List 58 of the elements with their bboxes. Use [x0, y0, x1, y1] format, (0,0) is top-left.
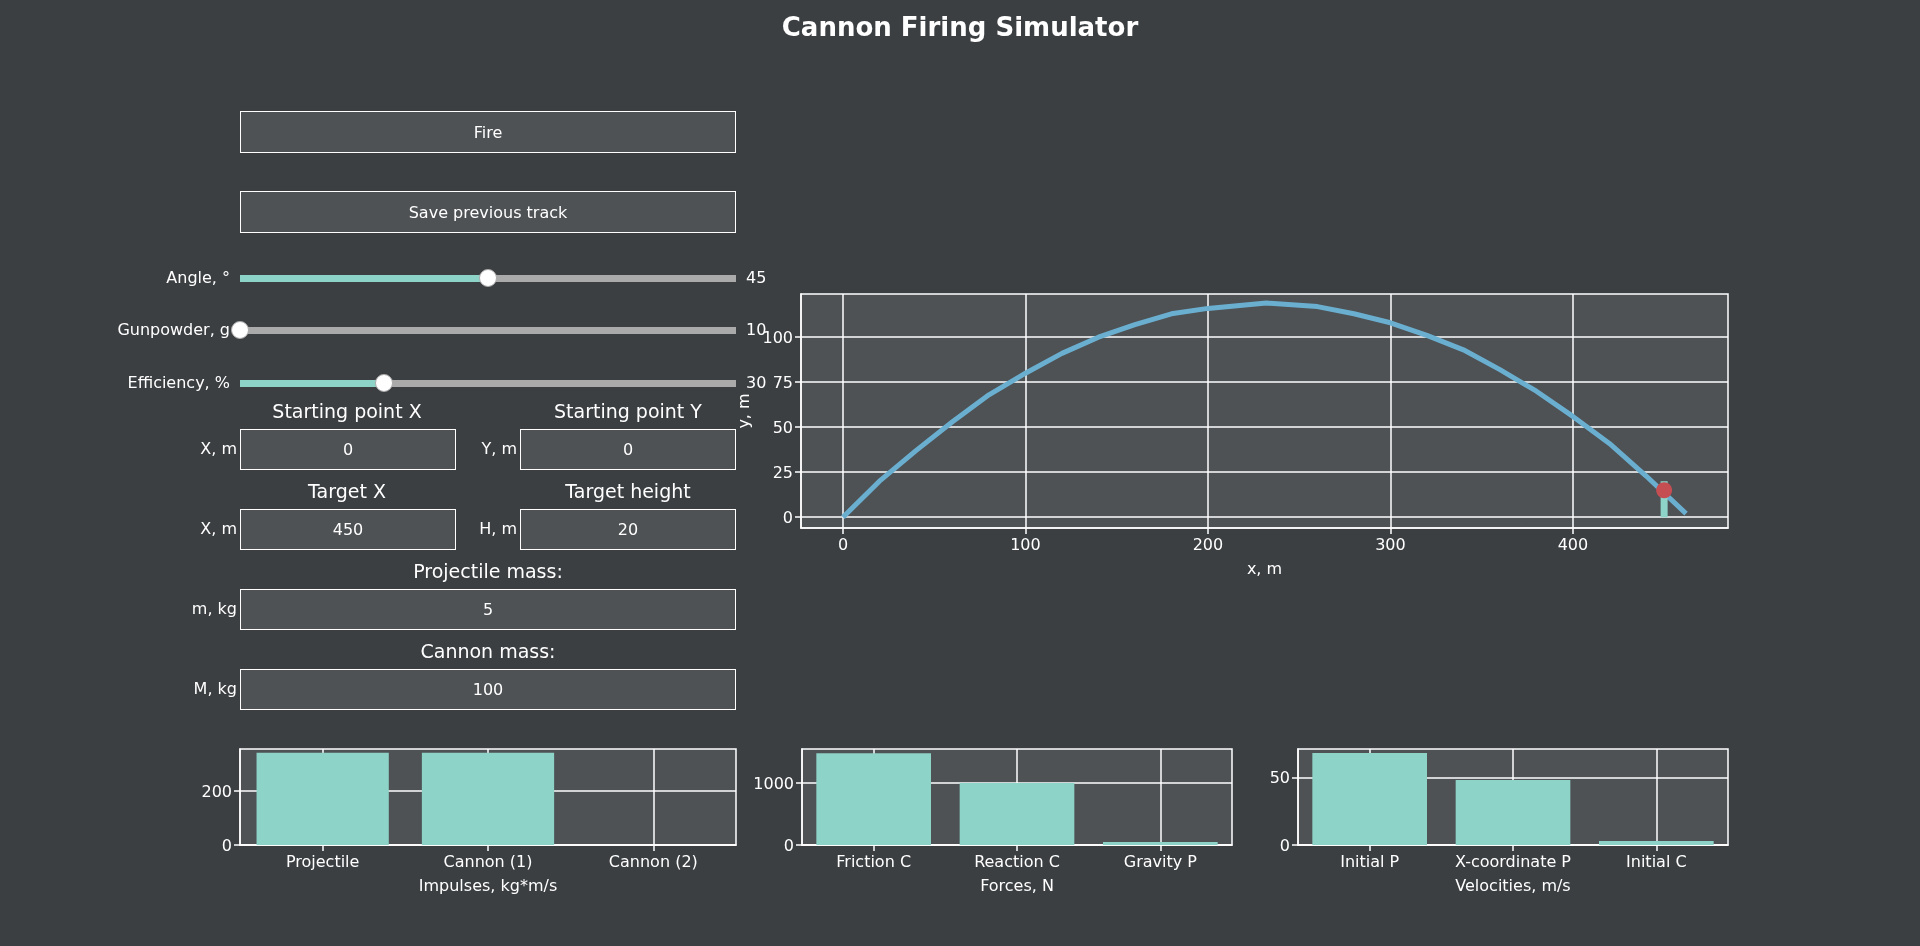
text-field: 20 [520, 509, 736, 550]
y-tick-label: 50 [1269, 767, 1290, 787]
bar [1103, 841, 1218, 845]
x-tick-label: 300 [1375, 534, 1406, 554]
text-field: 0 [240, 429, 456, 470]
x-tick-label: 0 [837, 534, 849, 554]
text-field: 5 [240, 589, 736, 630]
text: Efficiency, % [127, 373, 230, 392]
y-tick-label: 50 [772, 417, 793, 437]
x-tick-label: Friction C [836, 851, 912, 871]
text-field: 0 [520, 429, 736, 470]
text: Projectile mass: [413, 560, 563, 582]
text: Target X [308, 480, 386, 502]
x-axis-title: Forces, N [980, 875, 1054, 895]
x-tick-label: 400 [1557, 534, 1589, 554]
text: Starting point Y [554, 400, 702, 422]
x-tick-label: Projectile [285, 851, 360, 871]
text: Angle, ° [166, 268, 230, 287]
x-tick-label: 200 [1192, 534, 1224, 554]
bar [816, 753, 931, 845]
y-tick-label: 1000 [753, 773, 794, 793]
text: Y, m [481, 439, 517, 458]
bar [1312, 753, 1427, 845]
x-tick-label: Gravity P [1123, 851, 1198, 871]
x-tick-label: Cannon (2) [608, 851, 698, 871]
text: Target height [565, 480, 691, 502]
text: M, kg [193, 679, 237, 698]
text: 45 [746, 268, 767, 287]
text: m, kg [191, 599, 237, 618]
text: Gunpowder, g [117, 320, 230, 339]
text-field: 450 [240, 509, 456, 550]
text: X, m [200, 439, 237, 458]
button: Save previous track [240, 191, 736, 233]
x-tick-label: X-coordinate P [1454, 851, 1572, 871]
x-axis-title: x, m [1246, 558, 1283, 578]
bar [959, 783, 1075, 845]
button: Fire [240, 111, 736, 153]
y-axis-title: y, m [733, 393, 753, 429]
text: H, m [479, 519, 517, 538]
text: Starting point X [272, 400, 422, 422]
text-field: 100 [240, 669, 736, 710]
y-tick-label: 75 [772, 372, 793, 392]
bar [1599, 840, 1714, 845]
x-tick-label: Cannon (1) [443, 851, 533, 871]
x-tick-label: Initial C [1626, 851, 1687, 871]
text: 30 [746, 373, 767, 392]
y-tick-label: 0 [783, 835, 794, 855]
y-tick-label: 25 [772, 462, 793, 482]
bar [1455, 780, 1571, 845]
x-axis-title: Impulses, kg*m/s [418, 875, 558, 895]
text: Cannon Firing Simulator [781, 12, 1139, 42]
x-tick-label: Initial P [1340, 851, 1400, 871]
x-axis-title: Velocities, m/s [1455, 875, 1571, 895]
text: X, m [200, 519, 237, 538]
text: Cannon mass: [420, 640, 556, 662]
y-tick-label: 0 [782, 507, 793, 527]
x-tick-label: 100 [1010, 534, 1041, 554]
x-tick-label: Reaction C [974, 851, 1060, 871]
